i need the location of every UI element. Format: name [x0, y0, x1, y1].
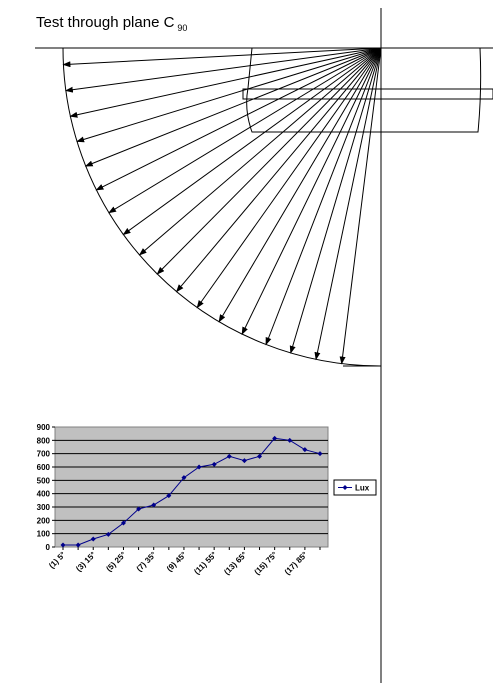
page-title: Test through plane C 90	[36, 14, 187, 33]
ray-arrow	[241, 47, 382, 335]
ray-arrow	[175, 47, 382, 293]
data-point	[302, 447, 308, 453]
ray-arrow	[265, 47, 382, 346]
data-point	[226, 453, 232, 459]
data-point	[287, 437, 293, 443]
data-point	[257, 453, 263, 459]
y-tick-label: 600	[37, 463, 51, 472]
title-text: Test through plane C	[36, 14, 175, 31]
y-tick-label: 700	[37, 450, 51, 459]
title-subscript: 90	[177, 23, 188, 33]
y-tick-label: 300	[37, 503, 51, 512]
legend: Lux	[333, 479, 377, 496]
legend-box	[333, 479, 377, 496]
luminaire-outline	[246, 47, 482, 133]
y-tick-label: 800	[37, 436, 51, 445]
ray-arrow	[196, 47, 382, 309]
x-tick-label: (5) 25°	[104, 550, 127, 573]
x-tick-label: (11) 55°	[192, 550, 218, 576]
ray-arrow	[95, 47, 382, 191]
y-tick-label: 100	[37, 530, 51, 539]
x-tick-label: (7) 35°	[135, 550, 158, 573]
y-tick-label: 0	[46, 543, 51, 552]
ray-arrow	[339, 47, 382, 365]
x-tick-label: (17) 85°	[283, 550, 310, 577]
ray-arrow	[69, 47, 382, 118]
data-point	[120, 520, 126, 526]
x-tick-label: (15) 75°	[253, 550, 280, 577]
distribution-arc	[62, 47, 382, 367]
ray-arrow	[64, 47, 382, 93]
x-tick-label: (9) 45°	[165, 550, 188, 573]
luminaire-lens	[242, 88, 493, 100]
y-tick-label: 900	[37, 423, 51, 432]
ray-group	[62, 47, 382, 365]
data-point	[166, 493, 172, 499]
x-tick-label: (3) 15°	[74, 550, 97, 573]
legend-label: Lux	[355, 484, 370, 493]
data-point	[211, 461, 217, 467]
data-point	[317, 451, 323, 457]
ray-arrow	[314, 47, 382, 361]
data-point	[90, 536, 96, 542]
ray-arrow	[289, 47, 382, 354]
data-point	[196, 464, 202, 470]
legend-marker	[342, 485, 348, 490]
series-line	[63, 437, 321, 546]
ray-arrow	[122, 47, 382, 236]
y-tick-label: 400	[37, 490, 51, 499]
series-lux	[60, 435, 323, 548]
gridlines	[55, 439, 328, 535]
y-tick-label: 200	[37, 516, 51, 525]
y-axis: 0 100 200 300 400 500 600 700 800 900	[37, 423, 55, 552]
ray-arrow	[108, 47, 382, 214]
data-point	[181, 475, 187, 481]
x-tick-label: (13) 65°	[222, 550, 249, 577]
plot-area	[54, 426, 329, 548]
data-point	[241, 458, 247, 464]
ray-arrow	[76, 47, 382, 143]
data-point	[75, 542, 81, 548]
x-tick-label: (1) 5°	[47, 550, 67, 570]
data-point	[136, 506, 142, 512]
ray-arrow	[138, 47, 382, 256]
ray-arrow	[84, 47, 382, 167]
data-point	[151, 502, 157, 508]
y-tick-label: 500	[37, 476, 51, 485]
x-axis: (1) 5° (3) 15° (5) 25° (7) 35° (9) 45° (11) 5…	[47, 547, 321, 577]
data-point	[60, 542, 66, 548]
ray-arrow	[218, 47, 382, 323]
data-point	[272, 435, 278, 441]
ray-arrow	[156, 47, 382, 275]
data-point	[105, 531, 111, 537]
ray-arrow	[62, 47, 382, 68]
